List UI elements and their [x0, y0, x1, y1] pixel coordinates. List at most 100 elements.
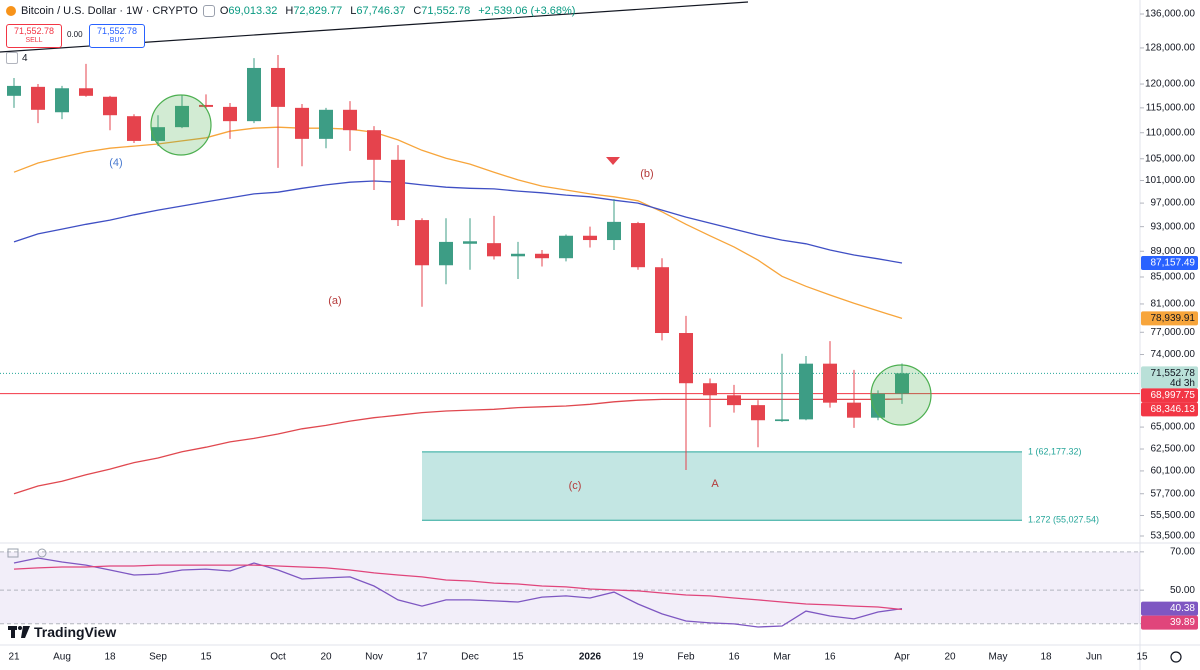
fib-label: 1 (62,177.32)	[1028, 446, 1082, 456]
x-tick-label: 16	[824, 652, 836, 663]
price-tag-label: 78,939.91	[1151, 313, 1196, 324]
sell-button[interactable]: 71,552.78 SELL	[6, 24, 62, 48]
ohlc-key: L	[350, 5, 357, 17]
marker-triangle	[606, 157, 620, 165]
x-tick-label: Jun	[1086, 652, 1102, 663]
x-tick-label: 18	[104, 652, 116, 663]
y-tick-label: 50.00	[1170, 585, 1195, 596]
candle-body	[751, 405, 765, 421]
candle-body	[583, 235, 597, 241]
ohlc-key: H	[285, 5, 294, 17]
pane-icon[interactable]	[7, 548, 19, 558]
candle-body	[463, 241, 477, 244]
ohlc-item: C71,552.78	[413, 5, 473, 17]
wave-label: (c)	[569, 480, 582, 492]
x-tick-label: 18	[1040, 652, 1052, 663]
price-change: +2,539.06 (+3.68%)	[478, 5, 576, 17]
x-tick-label: 21	[8, 652, 20, 663]
candle-body	[391, 159, 405, 221]
x-tick-label: Oct	[270, 652, 286, 663]
candle-body	[823, 363, 837, 403]
candle-body	[559, 235, 573, 259]
candle-body	[895, 373, 909, 394]
buy-price: 71,552.78	[96, 26, 138, 36]
wave-label: (a)	[328, 295, 341, 307]
series-line	[13, 180, 903, 264]
data-layer	[7, 54, 909, 628]
series-line	[13, 564, 903, 611]
y-tick-label: 81,000.00	[1151, 299, 1196, 310]
y-tick-label: 115,000.00	[1146, 102, 1196, 113]
ohlc-item: O69,013.32	[220, 5, 281, 17]
ohlc-key: O	[219, 5, 229, 17]
candle-body	[55, 88, 69, 113]
candle-body	[223, 106, 237, 122]
pane-icon[interactable]	[37, 548, 47, 558]
candle-body	[7, 85, 21, 96]
sell-label: SELL	[25, 37, 43, 44]
ohlc-item: H72,829.77	[285, 5, 345, 17]
sell-price: 71,552.78	[13, 26, 55, 36]
x-tick-label: Dec	[461, 652, 479, 663]
candle-body	[871, 393, 885, 418]
symbol-legend: Bitcoin / U.S. Dollar · 1W · CRYPTO O69,…	[6, 5, 578, 17]
x-tick-label: Nov	[365, 652, 383, 663]
y-tick-label: 93,000.00	[1151, 221, 1196, 232]
y-tick-label: 53,500.00	[1151, 531, 1196, 542]
x-tick-label: May	[989, 652, 1008, 663]
series-line	[13, 398, 903, 495]
y-tick-label: 101,000.00	[1145, 175, 1195, 186]
candle-body	[151, 127, 165, 141]
x-tick-label: 19	[632, 652, 644, 663]
candle-body	[655, 267, 669, 334]
buy-button[interactable]: 71,552.78 BUY	[89, 24, 145, 48]
candle-body	[607, 221, 621, 241]
x-tick-label: Aug	[53, 652, 71, 663]
candle-body	[31, 86, 45, 110]
y-tick-label: 55,500.00	[1151, 510, 1196, 521]
series-line	[13, 126, 903, 320]
price-tag	[1141, 366, 1198, 389]
y-tick-label: 65,000.00	[1151, 422, 1196, 433]
highlight-circle	[150, 94, 212, 156]
x-tick-label: 17	[416, 652, 428, 663]
price-tag-label: 71,552.78	[1151, 368, 1196, 379]
price-tag	[1141, 388, 1198, 403]
price-tag	[1141, 311, 1198, 326]
candle-body	[487, 243, 501, 257]
candle-body	[415, 220, 429, 266]
y-tick-label: 62,500.00	[1151, 444, 1196, 455]
indicator-toggle[interactable]: 4	[6, 52, 28, 64]
ohlc-key: C	[413, 5, 422, 17]
candle-body	[775, 419, 789, 422]
candle-body	[535, 253, 549, 259]
wave-label: (4)	[109, 157, 122, 169]
price-tag-label: 87,157.49	[1151, 258, 1196, 269]
price-tag-label: 40.38	[1170, 603, 1195, 614]
x-tick-label: 15	[512, 652, 524, 663]
candle-body	[343, 109, 357, 131]
candle-body	[127, 116, 141, 141]
logo: TradingView	[8, 624, 116, 640]
fib-zone	[422, 451, 1022, 521]
ohlc-value: 72,829.77	[293, 5, 343, 17]
visibility-icon[interactable]	[202, 5, 215, 17]
symbol-icon	[6, 6, 16, 16]
y-tick-label: 105,000.00	[1145, 153, 1195, 164]
x-tick-label: 20	[320, 652, 332, 663]
chevron-icon[interactable]	[6, 52, 18, 64]
logo-icon	[8, 626, 30, 638]
price-tag-label: 68,997.75	[1151, 390, 1196, 401]
candle-body	[631, 223, 645, 268]
price-tag-label: 39.89	[1170, 617, 1195, 628]
y-tick-label: 70.00	[1170, 546, 1195, 557]
x-tick-label: 2026	[579, 652, 602, 663]
settings-icon[interactable]	[1170, 651, 1182, 663]
x-tick-label: 15	[1136, 652, 1148, 663]
ohlc-value: 71,552.78	[421, 5, 471, 17]
candle-body	[295, 107, 309, 139]
candle-body	[247, 67, 261, 122]
